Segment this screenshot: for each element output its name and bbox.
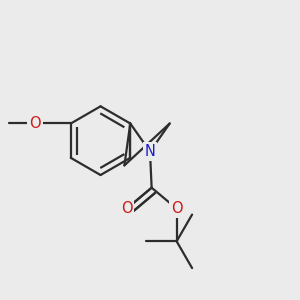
Text: O: O xyxy=(171,201,182,216)
Text: O: O xyxy=(121,201,132,216)
Text: N: N xyxy=(145,144,155,159)
Text: O: O xyxy=(29,116,40,131)
